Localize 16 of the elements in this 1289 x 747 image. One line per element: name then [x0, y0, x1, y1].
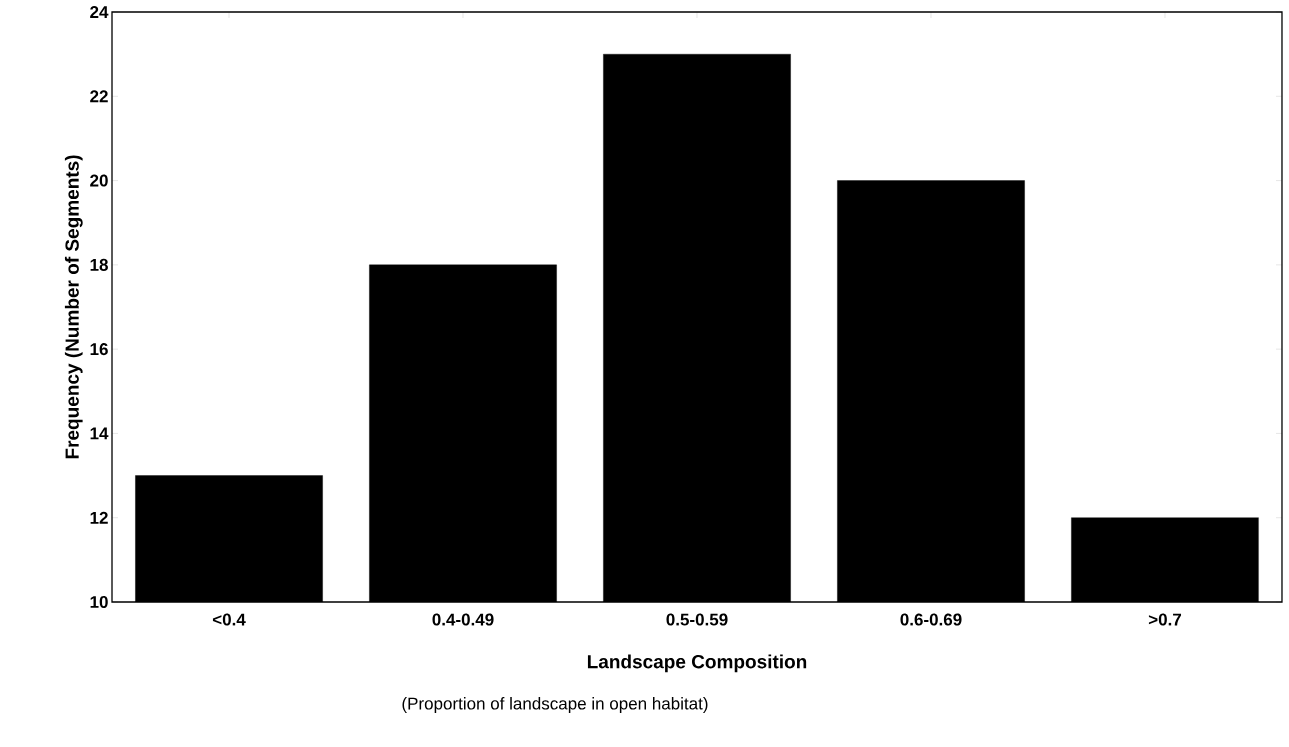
y-tick-label: 16 [90, 343, 108, 356]
y-tick-label: 24 [90, 6, 109, 18]
x-tick-label: 0.4-0.49 [432, 613, 494, 626]
y-tick-label: 12 [90, 511, 108, 524]
y-tick-label: 10 [90, 595, 108, 609]
x-axis-title: Landscape Composition [587, 654, 807, 673]
x-tick-label: >0.7 [1148, 613, 1182, 626]
text: (Proportion of landscape in open habitat) [402, 697, 708, 713]
y-tick-label: 20 [90, 174, 108, 187]
y-axis-title: Frequency (Number of Segments) [64, 155, 83, 459]
x-tick-label: <0.4 [212, 613, 246, 626]
x-tick-label: 0.5-0.59 [666, 613, 728, 626]
y-tick-label: 14 [90, 427, 109, 440]
y-tick-label: 22 [90, 90, 108, 103]
x-tick-label: 0.6-0.69 [900, 613, 962, 626]
y-tick-label: 18 [90, 258, 108, 271]
